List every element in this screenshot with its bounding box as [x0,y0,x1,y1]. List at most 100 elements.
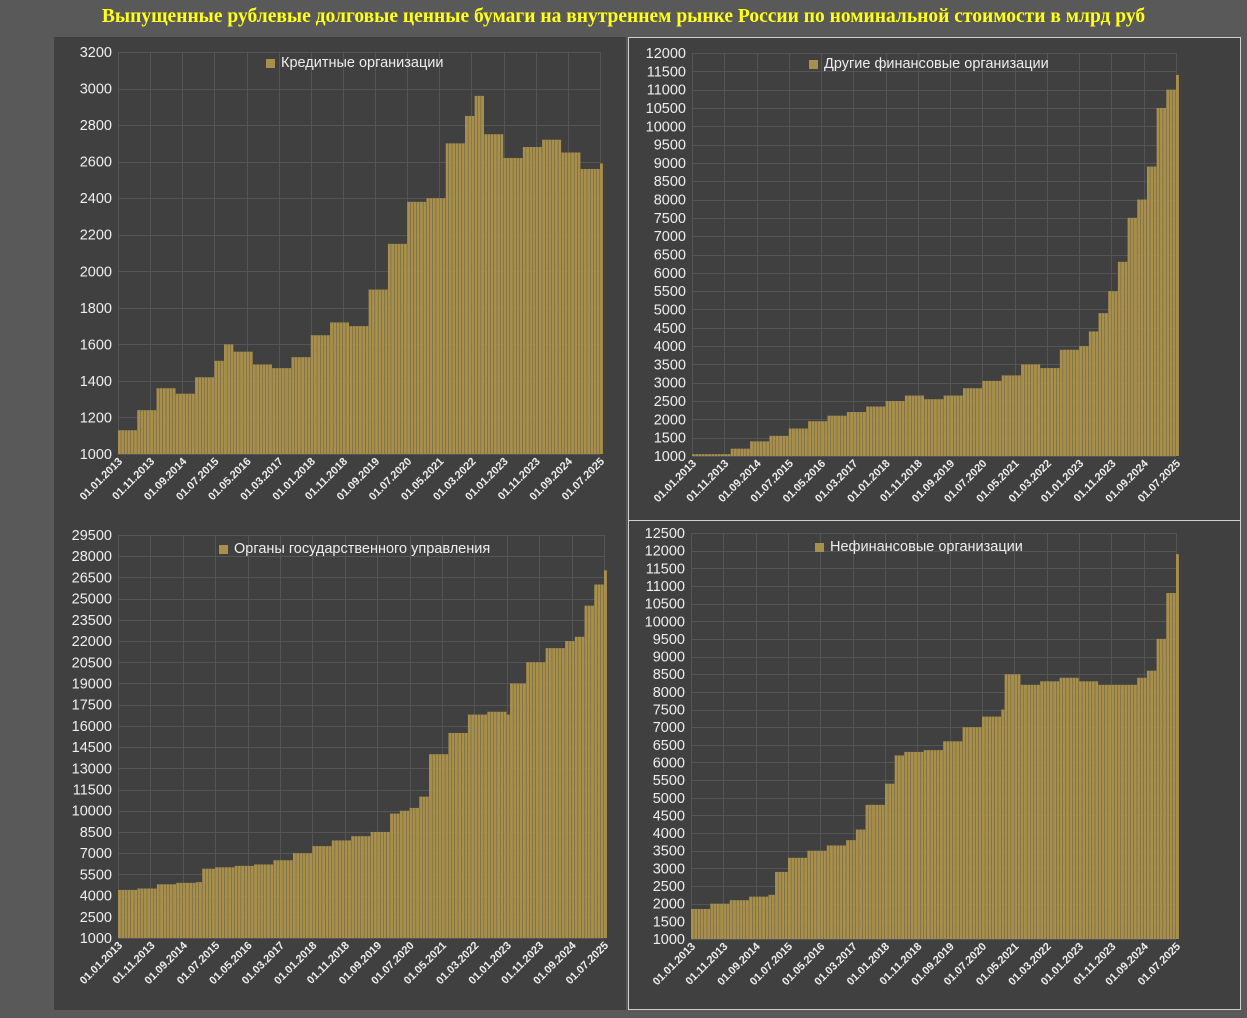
bar [863,412,866,456]
bar [801,428,805,456]
bar [788,428,792,456]
bar [1153,670,1157,939]
bar [438,754,442,938]
bar [1124,261,1128,456]
bar [344,840,348,938]
bar [370,831,374,938]
bar [538,147,542,454]
bar [1037,364,1041,456]
bar [318,846,322,938]
bar [898,401,902,456]
bar [182,882,186,938]
bar [811,421,815,456]
bar [714,454,718,456]
bar [118,430,121,454]
bar [995,380,999,456]
y-tick-label: 1000 [654,449,686,465]
bar [291,357,295,454]
bar [727,454,731,456]
bar [1127,684,1131,939]
bar [127,430,131,454]
bar [199,882,202,938]
bar [891,783,895,939]
bar [189,882,193,938]
bar [195,882,199,938]
bar [1072,677,1076,939]
bar [930,750,934,939]
bar [1004,674,1008,939]
bar [510,157,513,454]
bar [234,865,238,938]
bar [349,326,353,454]
bar [371,289,375,454]
bar [940,399,944,456]
bar [1014,375,1018,456]
bar [771,894,775,939]
bar [810,850,814,939]
y-tick-label: 8500 [653,667,685,683]
bar [506,157,510,454]
bar [236,351,240,454]
bar [246,351,250,454]
bar [1117,261,1121,456]
bar [137,410,141,454]
bar [830,415,834,456]
bar [338,840,342,938]
bar [513,157,517,454]
bar [707,908,711,939]
y-tick-label: 2500 [80,910,112,926]
bar [794,857,798,939]
bar [220,360,224,454]
bar [452,143,456,455]
bar [600,163,603,454]
bar [1059,349,1063,456]
bar [328,846,332,938]
bar [280,860,283,938]
legend-label: Нефинансовые организации [830,539,1023,555]
bar [416,807,419,938]
y-tick-label: 1200 [80,410,112,426]
bar [134,889,138,938]
bar [243,351,247,454]
bar [580,168,584,454]
y-tick-label: 10500 [646,101,686,117]
bar [823,850,827,939]
bar [420,201,423,454]
bar [1027,684,1031,939]
bar [814,421,818,456]
bar [351,836,355,938]
bar [1111,684,1115,939]
y-tick-label: 2000 [80,264,112,280]
bar [451,732,455,938]
bar [362,326,366,454]
bar [346,322,350,454]
bar [1033,684,1037,939]
bar [855,829,859,939]
bar [548,139,552,454]
bar [843,415,847,456]
bar [532,662,536,938]
y-tick-label: 22000 [72,634,112,650]
bar [998,380,1002,456]
bar [1049,681,1053,939]
bar [127,889,131,938]
y-tick-label: 1000 [80,931,112,947]
y-tick-label: 10000 [646,119,686,135]
bar [1014,674,1018,939]
bar [1153,166,1157,456]
y-tick-label: 29500 [72,528,112,544]
bar [762,441,766,456]
bar [765,896,769,939]
bar [788,857,791,939]
bar [249,351,253,454]
bar [198,377,202,454]
bar [529,662,533,938]
bar [813,850,817,939]
bar [331,840,335,938]
bar [1085,346,1089,456]
y-tick-label: 1800 [80,301,112,317]
bar [484,134,488,454]
bar [480,714,484,938]
bar [991,716,995,939]
y-tick-label: 3000 [653,861,685,877]
